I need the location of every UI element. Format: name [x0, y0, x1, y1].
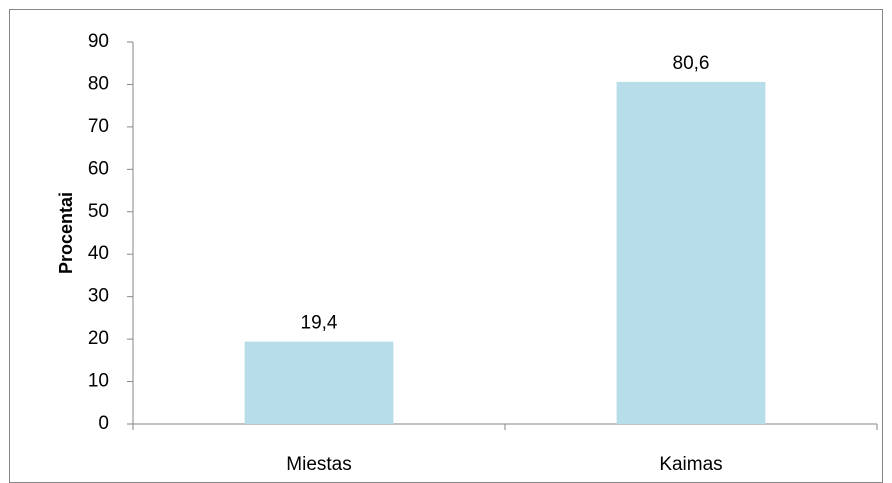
value-label: 19,4	[301, 313, 338, 334]
y-tick-label: 10	[88, 371, 109, 392]
y-tick-label: 20	[88, 328, 109, 349]
y-tick-label: 0	[98, 413, 109, 434]
y-tick-label: 40	[88, 243, 109, 264]
y-axis-label: Procentai	[56, 192, 76, 274]
bar	[616, 81, 766, 425]
y-tick-label: 70	[88, 116, 109, 137]
y-tick-label: 60	[88, 158, 109, 179]
value-label: 80,6	[673, 53, 710, 74]
y-tick-label: 30	[88, 286, 109, 307]
y-tick-label: 80	[88, 73, 109, 94]
x-tick-label: Miestas	[286, 454, 351, 475]
y-tick-label: 50	[88, 201, 109, 222]
bar	[244, 341, 394, 424]
y-tick-label: 90	[88, 31, 109, 52]
x-tick-label: Kaimas	[659, 454, 722, 475]
